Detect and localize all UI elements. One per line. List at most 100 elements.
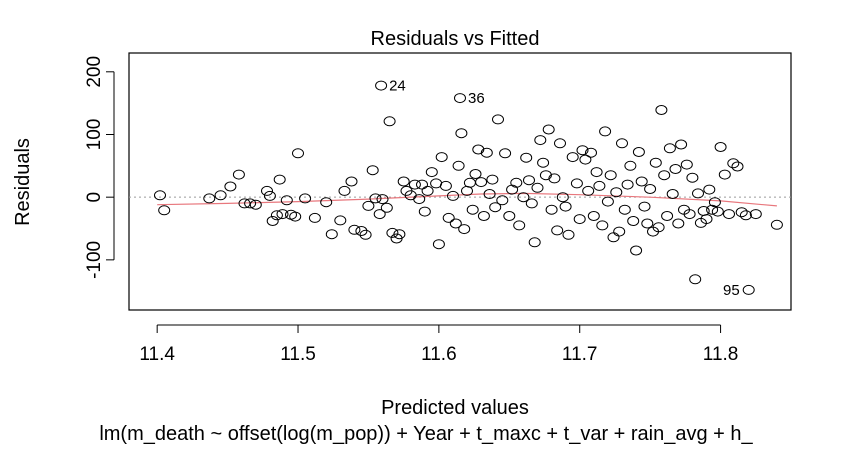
y-axis-label: Residuals (12, 138, 34, 226)
data-point (548, 173, 561, 184)
data-point (214, 190, 227, 201)
data-point (480, 147, 493, 158)
data-point (585, 147, 597, 158)
data-point (652, 222, 665, 233)
data-point (292, 148, 304, 159)
data-point (308, 212, 321, 223)
data-point (366, 165, 379, 176)
axes: 11.4 11.5 11.6 11.7 11.8 -100 0 100 200 (84, 56, 738, 365)
data-point (593, 180, 606, 191)
data-point (376, 194, 389, 205)
data-point (601, 196, 614, 207)
data-point (700, 214, 713, 225)
data-point (362, 200, 375, 211)
data-point (554, 138, 566, 149)
data-point (579, 154, 592, 165)
data-point (739, 210, 752, 221)
data-point (299, 193, 312, 204)
data-point (711, 206, 724, 217)
data-point (635, 176, 648, 187)
data-point (627, 216, 640, 226)
data-point (638, 201, 651, 212)
data-point (528, 237, 541, 248)
data-point (556, 192, 569, 203)
data-point (158, 205, 171, 216)
data-point (559, 201, 572, 212)
data-point (203, 193, 216, 204)
data-point (432, 239, 445, 250)
data-point (244, 198, 257, 209)
data-point (517, 192, 530, 203)
data-point (469, 169, 482, 179)
data-point (449, 218, 462, 229)
data-point (447, 190, 459, 201)
data-point (338, 185, 351, 196)
data-point (644, 184, 657, 194)
data-point (770, 219, 783, 230)
data-point (706, 204, 719, 215)
data-point (663, 143, 676, 154)
data-point (503, 211, 516, 221)
y-tick-label: 0 (84, 192, 105, 203)
data-point (531, 182, 544, 193)
data-point (616, 138, 628, 149)
data-point (525, 198, 538, 209)
plot-area: 24 36 95 (129, 78, 791, 299)
data-point (418, 206, 431, 217)
x-tick-label: 11.6 (421, 344, 457, 365)
data-point (749, 209, 762, 220)
data-point (718, 169, 731, 180)
data-point (232, 169, 245, 180)
x-tick-label: 11.7 (562, 344, 598, 365)
data-point (408, 179, 421, 190)
data-point (154, 190, 166, 201)
data-point (263, 190, 276, 201)
data-point (513, 220, 526, 231)
data-point (708, 197, 721, 208)
x-tick-label: 11.5 (280, 344, 316, 365)
data-point (273, 174, 286, 185)
data-point (249, 199, 262, 210)
data-point (386, 227, 399, 238)
model-formula-subtitle: lm(m_death ~ offset(log(m_pop)) + Year +… (99, 423, 753, 445)
data-point (439, 180, 452, 191)
data-point (683, 209, 696, 220)
data-point (632, 147, 645, 157)
data-point (658, 170, 671, 181)
data-point (489, 202, 502, 213)
data-point (416, 179, 428, 190)
data-point (458, 224, 471, 235)
data-point (613, 226, 626, 237)
outlier-label: 24 (389, 78, 406, 95)
data-point (735, 207, 748, 218)
data-point (675, 139, 688, 150)
data-point (425, 167, 438, 178)
data-point (486, 174, 499, 185)
data-point (618, 204, 631, 215)
data-point (506, 184, 519, 195)
data-point (621, 179, 634, 190)
data-point (472, 144, 485, 155)
data-point (442, 212, 455, 223)
data-point (596, 220, 609, 231)
chart-title: Residuals vs Fitted (371, 28, 540, 50)
data-point (266, 216, 279, 226)
data-point (413, 194, 426, 205)
data-point (380, 202, 393, 213)
data-point (669, 164, 682, 174)
data-point (373, 209, 386, 220)
data-point (551, 225, 564, 236)
data-point (582, 185, 595, 196)
data-point (520, 152, 533, 163)
data-point (661, 211, 674, 221)
data-point (523, 175, 535, 186)
data-point (325, 229, 338, 240)
data-point (545, 204, 558, 215)
data-point (334, 215, 347, 226)
outlier-point (742, 284, 755, 295)
data-point (270, 210, 283, 221)
data-point (345, 176, 358, 187)
data-point (435, 152, 448, 163)
data-point (562, 229, 575, 240)
